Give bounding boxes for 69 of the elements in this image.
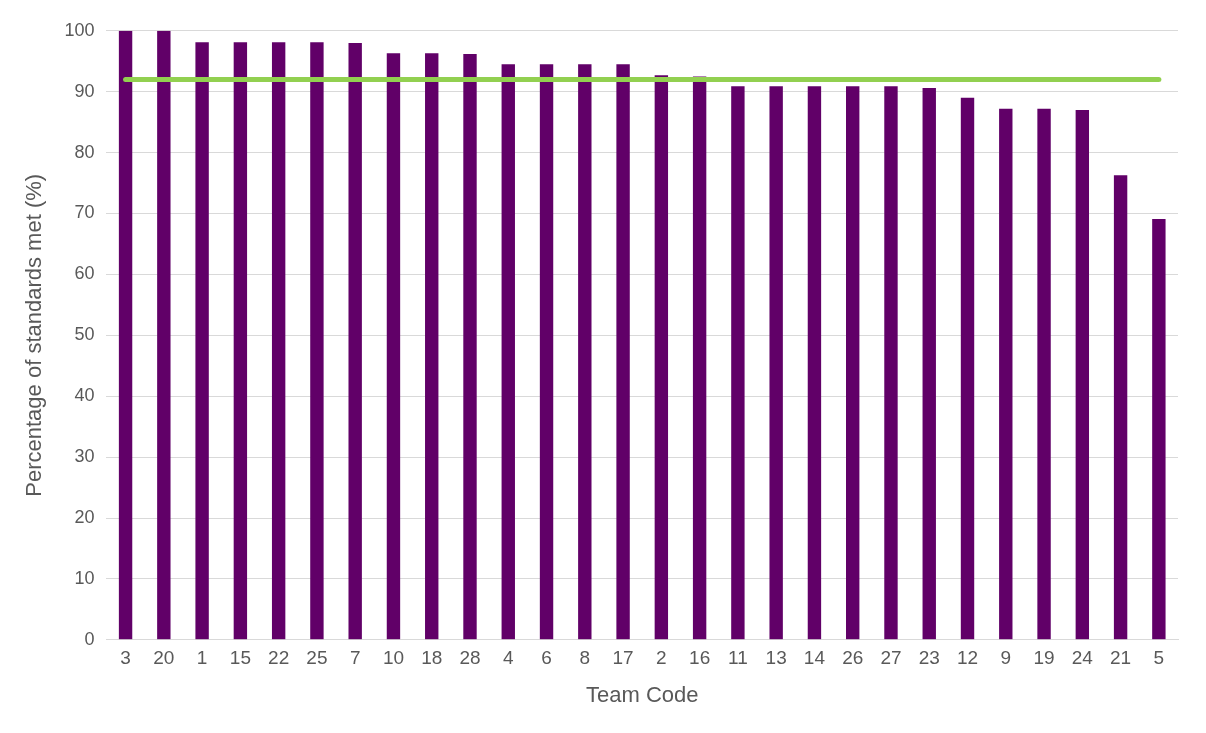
bar — [616, 64, 630, 640]
bar — [195, 42, 209, 640]
bar — [157, 30, 171, 640]
x-tick-label: 6 — [541, 647, 552, 669]
x-tick-label: 13 — [765, 647, 787, 669]
bar — [1075, 109, 1090, 640]
bar — [1037, 108, 1051, 640]
x-tick-label: 22 — [268, 647, 290, 669]
bar — [769, 86, 783, 640]
x-tick-label: 15 — [229, 647, 251, 669]
bar — [118, 30, 133, 640]
x-tick-label: 17 — [612, 647, 634, 669]
y-tick-label: 80 — [74, 141, 95, 162]
x-tick-label: 10 — [382, 647, 405, 669]
bar — [654, 75, 669, 640]
bar — [922, 88, 936, 640]
bar — [501, 64, 515, 640]
bar — [846, 86, 860, 640]
x-tick-label: 1 — [196, 647, 208, 669]
x-tick-label: 4 — [502, 647, 514, 669]
y-tick-label: 40 — [74, 385, 95, 406]
x-tick-label: 11 — [728, 647, 748, 669]
bar — [999, 108, 1013, 640]
x-tick-label: 24 — [1071, 647, 1094, 669]
x-tick-label: 27 — [880, 647, 902, 669]
y-tick-label: 30 — [74, 446, 95, 467]
bar — [1152, 218, 1166, 640]
y-axis-title: Percentage of standards met (%) — [21, 173, 47, 497]
bar — [271, 42, 286, 640]
x-tick-label: 8 — [579, 647, 591, 669]
x-tick-label: 19 — [1033, 647, 1055, 669]
x-tick-label: 9 — [1000, 647, 1012, 669]
y-tick-label: 60 — [74, 263, 95, 284]
bar — [386, 53, 401, 640]
x-tick-label: 26 — [842, 647, 864, 669]
bar — [539, 64, 554, 640]
y-tick-label: 70 — [74, 202, 95, 223]
y-tick-label: 20 — [74, 506, 95, 527]
bar — [463, 53, 477, 640]
y-tick-label: 50 — [74, 324, 95, 345]
x-tick-label: 23 — [918, 647, 940, 669]
x-axis-title: Team Code — [585, 681, 699, 707]
bar — [960, 97, 975, 640]
x-tick-label: 20 — [153, 647, 175, 669]
bar — [348, 42, 362, 640]
x-tick-label: 7 — [349, 647, 361, 669]
x-tick-label: 16 — [689, 647, 711, 669]
x-tick-label: 28 — [459, 647, 481, 669]
bar — [233, 42, 248, 640]
x-tick-label: 12 — [956, 647, 979, 669]
x-tick-label: 21 — [1110, 647, 1132, 669]
bar — [884, 86, 898, 640]
y-tick-label: 100 — [64, 19, 95, 40]
bar — [1113, 175, 1128, 640]
y-tick-label: 0 — [84, 628, 95, 649]
x-tick-label: 18 — [421, 647, 443, 669]
bar — [310, 42, 324, 640]
bar — [692, 76, 707, 640]
x-tick-label: 5 — [1153, 647, 1165, 669]
y-tick-label: 10 — [74, 567, 95, 588]
x-tick-label: 3 — [120, 647, 131, 669]
bar — [731, 86, 745, 640]
bar — [578, 64, 592, 640]
bar — [425, 53, 439, 640]
bar — [807, 86, 822, 640]
x-tick-label: 14 — [803, 647, 826, 669]
x-tick-label: 2 — [656, 647, 667, 669]
x-tick-label: 25 — [306, 647, 328, 669]
y-tick-label: 90 — [74, 80, 95, 101]
